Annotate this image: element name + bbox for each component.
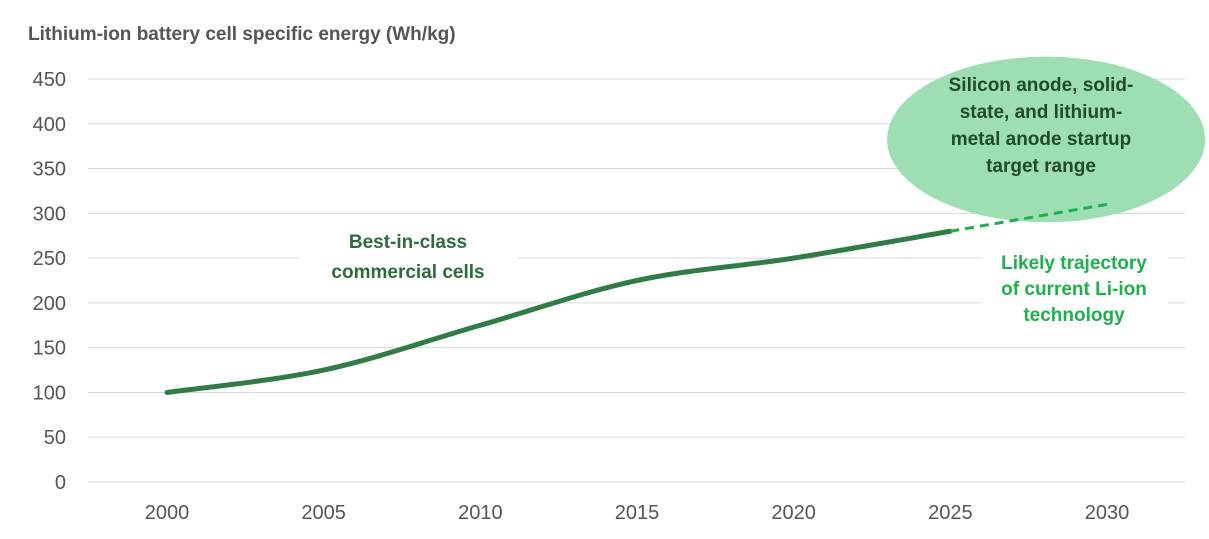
x-tick-label-2005: 2005 — [301, 502, 346, 524]
series-line-historical — [164, 228, 953, 395]
y-axis-ticks: 0 50 100 150 200 250 300 350 400 450 — [33, 69, 66, 494]
x-axis-ticks: 2000 2005 2010 2015 2020 2025 2030 — [145, 502, 1130, 524]
y-tick-label-150: 150 — [33, 338, 66, 360]
annotation-target-range-line-4: target range — [986, 156, 1096, 177]
target-range-ellipse — [887, 56, 1206, 223]
x-tick-label-2020: 2020 — [771, 502, 816, 524]
y-tick-label-450: 450 — [33, 69, 66, 91]
annotation-likely-trajectory-line-2: of current Li-ion — [1001, 279, 1147, 300]
y-tick-label-100: 100 — [33, 382, 66, 404]
annotation-likely-trajectory-line-1: Likely trajectory — [1001, 253, 1147, 274]
y-tick-label-350: 350 — [33, 159, 66, 181]
y-tick-label-50: 50 — [44, 427, 66, 449]
annotation-likely-trajectory: Likely trajectory of current Li-ion techno… — [1001, 253, 1147, 326]
chart-title: Lithium-ion battery cell specific energy… — [28, 24, 456, 45]
annotation-best-in-class: Best-in-class commercial cells — [331, 232, 484, 283]
y-tick-label-400: 400 — [33, 114, 66, 136]
annotation-target-range-line-2: state, and lithium- — [960, 102, 1123, 123]
y-tick-label-300: 300 — [33, 203, 66, 225]
x-tick-label-2030: 2030 — [1085, 502, 1130, 524]
annotation-target-range: Silicon anode, solid-state, and lithium-… — [949, 75, 1134, 177]
y-tick-label-250: 250 — [33, 248, 66, 270]
annotation-best-in-class-line-2: commercial cells — [331, 262, 484, 283]
annotation-best-in-class-line-1: Best-in-class — [349, 232, 467, 253]
x-tick-label-2010: 2010 — [458, 502, 503, 524]
label-background-trajectory — [982, 247, 1168, 331]
label-background — [300, 224, 518, 288]
series-line-projection — [950, 202, 1108, 233]
x-tick-label-2000: 2000 — [145, 502, 190, 524]
x-tick-label-2025: 2025 — [928, 502, 973, 524]
annotation-likely-trajectory-line-3: technology — [1023, 305, 1125, 326]
x-tick-label-2015: 2015 — [615, 502, 660, 524]
y-tick-label-200: 200 — [33, 293, 66, 315]
y-tick-label-0: 0 — [55, 472, 66, 494]
annotation-target-range-line-1: Silicon anode, solid- — [949, 75, 1134, 96]
annotation-target-range-line-3: metal anode startup — [951, 129, 1132, 150]
